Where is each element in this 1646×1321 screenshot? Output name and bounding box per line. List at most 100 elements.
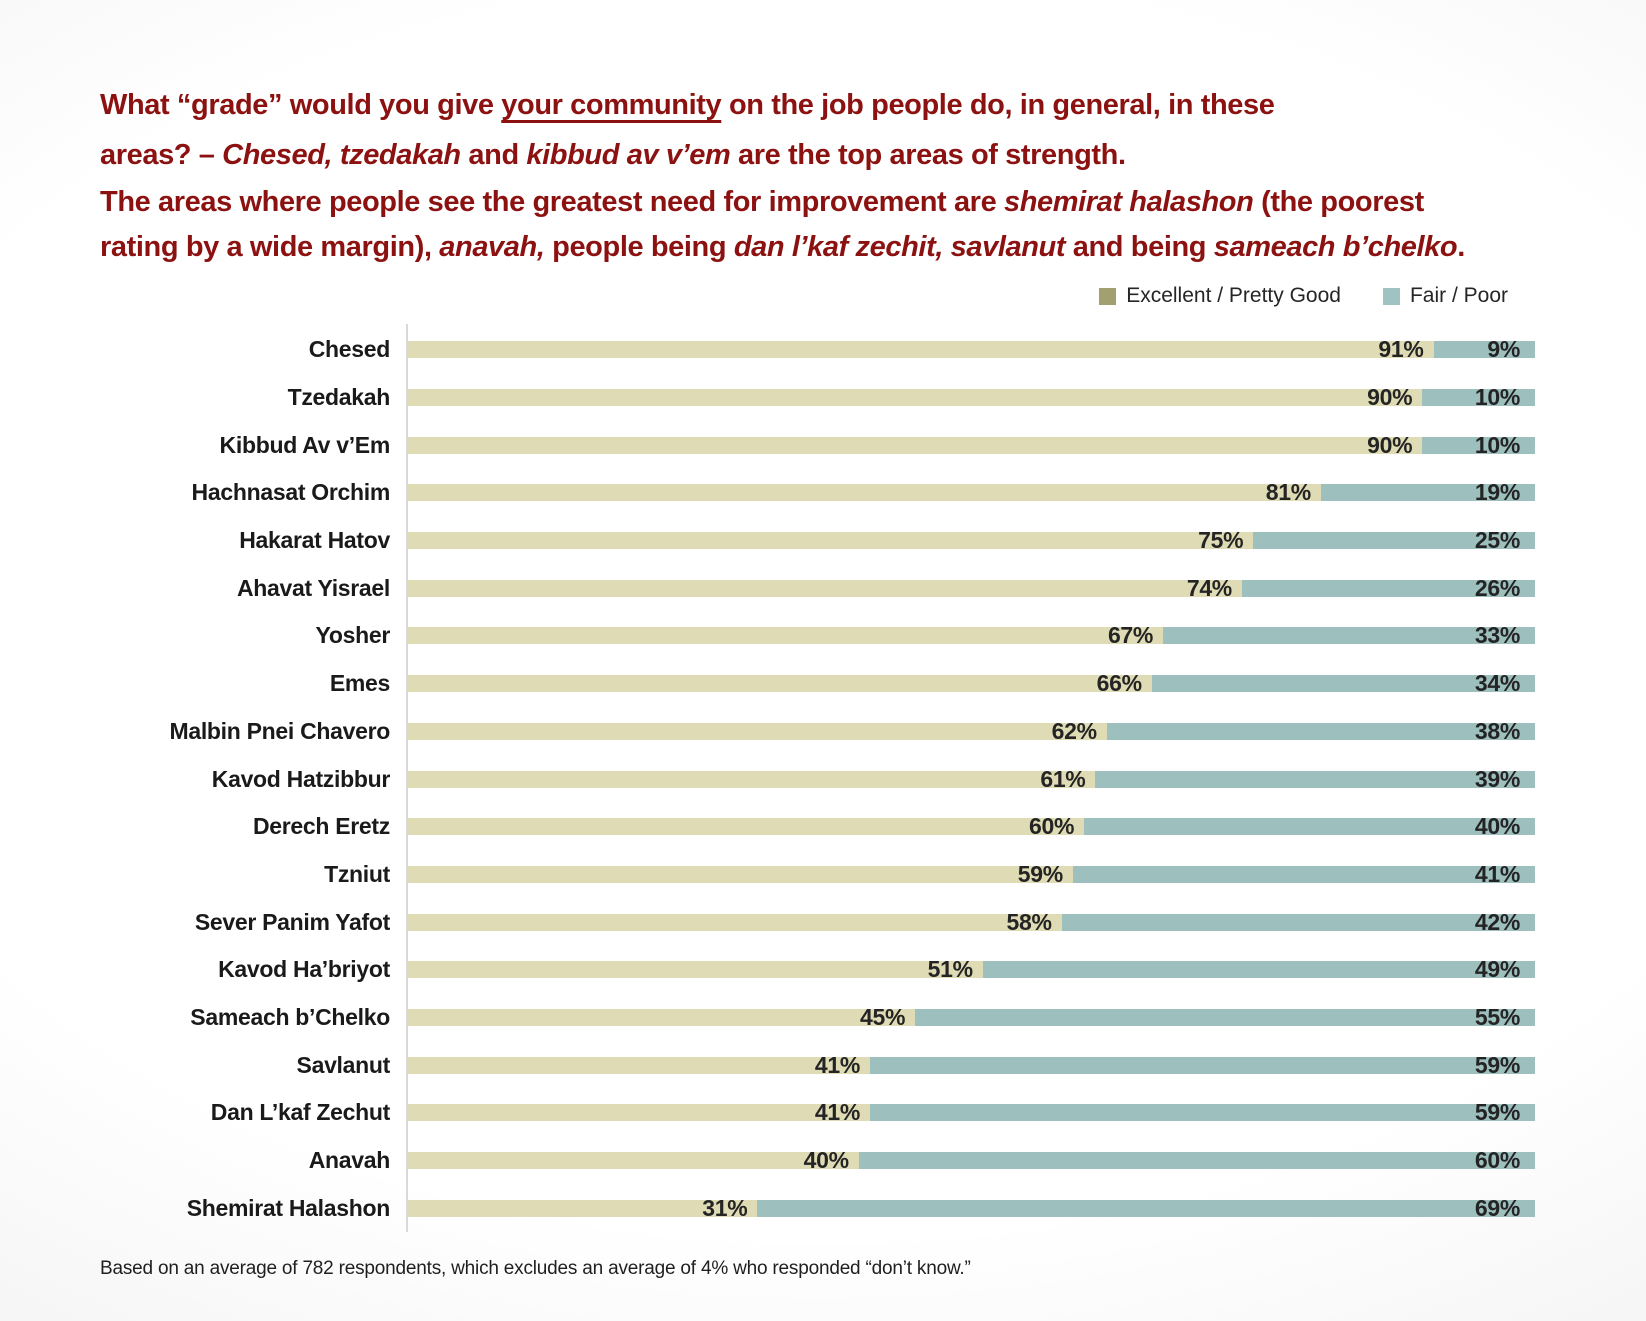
legend-label-excellent: Excellent / Pretty Good [1126, 284, 1341, 307]
category-label: Hakarat Hatov [239, 527, 390, 554]
title-segment: and being [1065, 231, 1214, 263]
category-label: Sameach b’Chelko [190, 1003, 390, 1030]
category-label: Tzniut [324, 860, 390, 887]
bar-track: 41% 59% [408, 1052, 1535, 1078]
bar-segment-fair: 39% [1095, 766, 1535, 792]
chart-row: Chesed 91% 9% [100, 326, 1535, 374]
bar-segment-excellent: 40% [408, 1147, 859, 1173]
chart-row: Emes 66% 34% [100, 660, 1535, 708]
value-label-fair: 19% [1474, 479, 1520, 506]
value-label-excellent: 74% [1186, 574, 1232, 601]
bar-track: 31% 69% [408, 1195, 1535, 1221]
slide-title: What “grade” would you give your communi… [100, 80, 1590, 270]
chart-rows: Chesed 91% 9% Tzedakah 90% 10% Kibbud Av v’Em 9… [100, 326, 1535, 1232]
value-label-excellent: 31% [702, 1194, 748, 1221]
value-label-fair: 42% [1474, 908, 1520, 935]
value-label-excellent: 41% [814, 1051, 861, 1078]
footnote: Based on an average of 782 respondents, … [100, 1258, 971, 1279]
category-label: Yosher [315, 622, 391, 649]
title-segment: your community [501, 89, 722, 121]
bar-track: 40% 60% [408, 1147, 1535, 1173]
chart-row: Anavah 40% 60% [100, 1137, 1535, 1185]
title-segment: kibbud av v’em [526, 139, 731, 171]
legend-swatch-excellent-icon [1099, 287, 1117, 305]
chart-row: Derech Eretz 60% 40% [100, 803, 1535, 851]
category-label: Savlanut [296, 1051, 391, 1078]
title-segment: rating by a wide margin), [100, 231, 440, 263]
chart-row: Kibbud Av v’Em 90% 10% [100, 421, 1535, 469]
bar-track: 41% 59% [408, 1099, 1535, 1125]
category-label: Tzedakah [287, 384, 391, 411]
bar-segment-excellent: 67% [408, 622, 1164, 648]
bar-segment-excellent: 58% [408, 909, 1062, 935]
bar-segment-fair: 59% [870, 1099, 1535, 1125]
value-label-fair: 38% [1474, 717, 1520, 744]
value-label-fair: 34% [1474, 670, 1520, 697]
bar-segment-excellent: 91% [408, 336, 1434, 362]
legend-label-fair: Fair / Poor [1409, 284, 1508, 307]
bar-segment-fair: 33% [1163, 622, 1535, 648]
legend-item-fair: Fair / Poor [1382, 284, 1508, 308]
chart-row: Sever Panim Yafot 58% 42% [100, 898, 1535, 946]
category-label: Hachnasat Orchim [191, 479, 391, 506]
bar-segment-fair: 34% [1151, 670, 1535, 696]
bar-segment-fair: 69% [757, 1195, 1535, 1221]
chart-row: Kavod Ha’briyot 51% 49% [100, 946, 1535, 994]
value-label-fair: 10% [1474, 431, 1520, 458]
value-label-excellent: 81% [1265, 479, 1311, 506]
chart-row: Malbin Pnei Chavero 62% 38% [100, 708, 1535, 756]
bar-segment-fair: 19% [1320, 479, 1535, 505]
value-label-fair: 41% [1474, 860, 1520, 887]
bar-track: 45% 55% [408, 1004, 1535, 1030]
bar-segment-excellent: 41% [408, 1052, 871, 1078]
chart-row: Tzniut 59% 41% [100, 851, 1535, 899]
value-label-excellent: 41% [814, 1099, 861, 1126]
title-segment: dan l’kaf zechit, savlanut [733, 231, 1066, 263]
value-label-fair: 55% [1474, 1003, 1520, 1030]
value-label-excellent: 59% [1017, 860, 1063, 887]
chart-row: Savlanut 41% 59% [100, 1041, 1535, 1089]
bar-track: 90% 10% [408, 432, 1535, 458]
value-label-fair: 69% [1474, 1194, 1520, 1221]
bar-segment-fair: 41% [1072, 861, 1535, 887]
chart-row: Dan L’kaf Zechut 41% 59% [100, 1089, 1535, 1137]
value-label-excellent: 62% [1051, 717, 1097, 744]
chart-row: Kavod Hatzibbur 61% 39% [100, 755, 1535, 803]
bar-segment-fair: 38% [1106, 718, 1535, 744]
bar-segment-excellent: 62% [408, 718, 1107, 744]
value-label-excellent: 40% [803, 1147, 849, 1174]
title-line: areas? – Chesed, tzedakah and kibbud av … [100, 130, 1590, 180]
bar-track: 74% 26% [408, 575, 1535, 601]
bar-segment-fair: 9% [1433, 336, 1535, 362]
bar-track: 75% 25% [408, 527, 1535, 553]
value-label-fair: 60% [1474, 1147, 1520, 1174]
category-label: Kibbud Av v’Em [219, 431, 391, 458]
title-segment: . [1457, 231, 1465, 263]
value-label-excellent: 60% [1029, 813, 1075, 840]
value-label-fair: 39% [1474, 765, 1520, 792]
bar-segment-excellent: 41% [408, 1099, 871, 1125]
value-label-excellent: 45% [860, 1003, 906, 1030]
value-label-fair: 59% [1474, 1099, 1520, 1126]
title-segment: areas? – [100, 139, 223, 171]
legend-item-excellent: Excellent / Pretty Good [1099, 284, 1341, 308]
category-label: Anavah [308, 1147, 391, 1174]
value-label-excellent: 66% [1096, 670, 1142, 697]
category-label: Chesed [308, 336, 391, 363]
bar-segment-fair: 42% [1061, 909, 1535, 935]
bar-segment-fair: 25% [1253, 527, 1535, 553]
title-segment: anavah, [439, 231, 545, 263]
value-label-fair: 59% [1474, 1051, 1520, 1078]
value-label-excellent: 90% [1367, 431, 1413, 458]
category-label: Dan L’kaf Zechut [210, 1099, 391, 1126]
category-label: Emes [329, 670, 390, 697]
bar-track: 61% 39% [408, 766, 1535, 792]
category-label: Ahavat Yisrael [236, 574, 390, 601]
value-label-excellent: 58% [1006, 908, 1052, 935]
chart-row: Tzedakah 90% 10% [100, 374, 1535, 422]
bar-segment-excellent: 59% [408, 861, 1073, 887]
title-segment: people being [544, 231, 734, 263]
bar-segment-excellent: 90% [408, 432, 1423, 458]
bar-segment-excellent: 61% [408, 766, 1096, 792]
bar-track: 81% 19% [408, 479, 1535, 505]
